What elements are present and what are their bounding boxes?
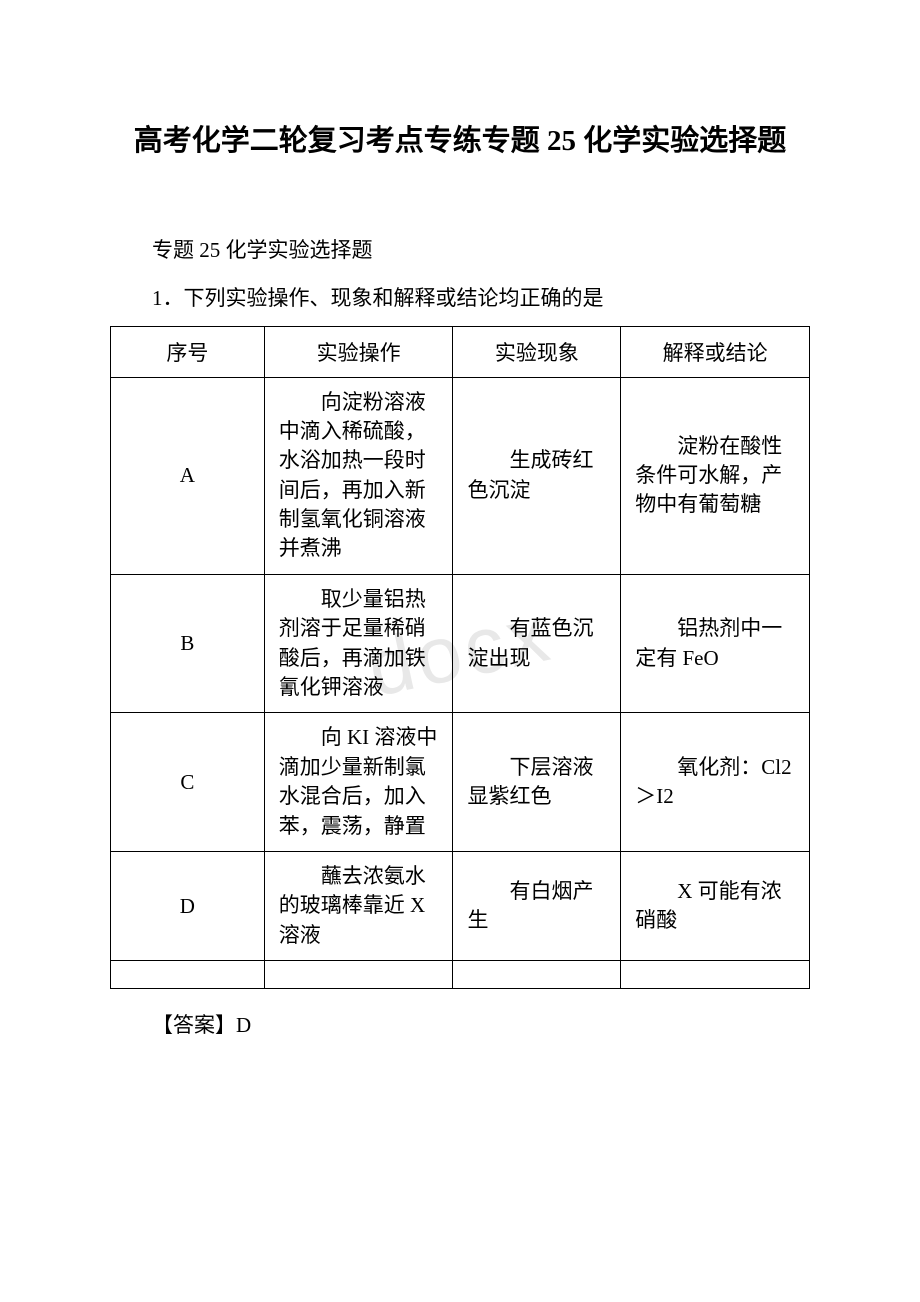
empty-cell bbox=[111, 961, 265, 989]
table-row: A 向淀粉溶液中滴入稀硫酸，水浴加热一段时间后，再加入新制氢氧化铜溶液并煮沸 生… bbox=[111, 377, 810, 574]
header-seq: 序号 bbox=[111, 326, 265, 377]
cell-conclusion: 氧化剂：Cl2＞I2 bbox=[621, 713, 810, 852]
header-conclusion: 解释或结论 bbox=[621, 326, 810, 377]
header-phenomenon: 实验现象 bbox=[453, 326, 621, 377]
cell-phenomenon: 生成砖红色沉淀 bbox=[453, 377, 621, 574]
cell-phenomenon: 有白烟产生 bbox=[453, 851, 621, 960]
table-row: D 蘸去浓氨水的玻璃棒靠近 X 溶液 有白烟产生 X 可能有浓硝酸 bbox=[111, 851, 810, 960]
cell-phenomenon: 下层溶液显紫红色 bbox=[453, 713, 621, 852]
cell-conclusion: X 可能有浓硝酸 bbox=[621, 851, 810, 960]
table-empty-row bbox=[111, 961, 810, 989]
question-text: 1．下列实验操作、现象和解释或结论均正确的是 bbox=[110, 282, 810, 312]
cell-seq: C bbox=[111, 713, 265, 852]
answer-text: 【答案】D bbox=[110, 1009, 810, 1039]
empty-cell bbox=[453, 961, 621, 989]
topic-subtitle: 专题 25 化学实验选择题 bbox=[110, 234, 810, 264]
cell-phenomenon: 有蓝色沉淀出现 bbox=[453, 574, 621, 713]
empty-cell bbox=[264, 961, 453, 989]
document-content: 高考化学二轮复习考点专练专题 25 化学实验选择题 专题 25 化学实验选择题 … bbox=[0, 0, 920, 1039]
cell-seq: A bbox=[111, 377, 265, 574]
table-header-row: 序号 实验操作 实验现象 解释或结论 bbox=[111, 326, 810, 377]
table-row: B 取少量铝热剂溶于足量稀硝酸后，再滴加铁氰化钾溶液 有蓝色沉淀出现 铝热剂中一… bbox=[111, 574, 810, 713]
header-operation: 实验操作 bbox=[264, 326, 453, 377]
cell-operation: 蘸去浓氨水的玻璃棒靠近 X 溶液 bbox=[264, 851, 453, 960]
cell-operation: 向淀粉溶液中滴入稀硫酸，水浴加热一段时间后，再加入新制氢氧化铜溶液并煮沸 bbox=[264, 377, 453, 574]
cell-conclusion: 淀粉在酸性条件可水解，产物中有葡萄糖 bbox=[621, 377, 810, 574]
cell-seq: B bbox=[111, 574, 265, 713]
experiment-table: 序号 实验操作 实验现象 解释或结论 A 向淀粉溶液中滴入稀硫酸，水浴加热一段时… bbox=[110, 326, 810, 990]
cell-operation: 取少量铝热剂溶于足量稀硝酸后，再滴加铁氰化钾溶液 bbox=[264, 574, 453, 713]
table-row: C 向 KI 溶液中滴加少量新制氯水混合后，加入苯，震荡，静置 下层溶液显紫红色… bbox=[111, 713, 810, 852]
cell-operation: 向 KI 溶液中滴加少量新制氯水混合后，加入苯，震荡，静置 bbox=[264, 713, 453, 852]
document-title: 高考化学二轮复习考点专练专题 25 化学实验选择题 bbox=[110, 120, 810, 164]
empty-cell bbox=[621, 961, 810, 989]
cell-seq: D bbox=[111, 851, 265, 960]
cell-conclusion: 铝热剂中一定有 FeO bbox=[621, 574, 810, 713]
